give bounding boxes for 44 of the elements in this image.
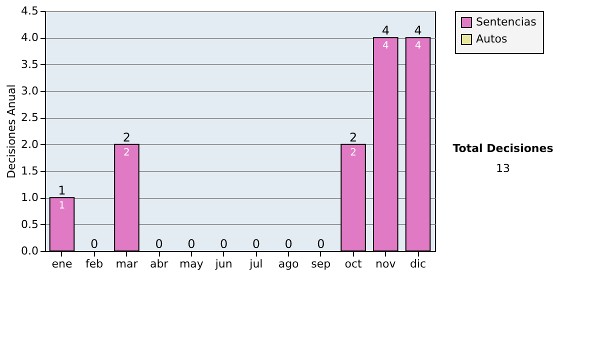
y-tick-label: 2.5	[21, 111, 38, 124]
x-tick-label: jun	[214, 258, 232, 270]
text: 13	[496, 162, 510, 175]
total-label: 0	[317, 237, 325, 251]
total-label: 2	[122, 130, 131, 144]
data-label: 1	[58, 200, 66, 212]
x-tick-label: feb	[86, 258, 104, 270]
total-label: 0	[284, 237, 292, 251]
y-tick-label: 3.5	[21, 58, 38, 71]
x-tick-label: jul	[248, 258, 263, 270]
y-tick-label: 2.0	[21, 138, 38, 151]
x-tick-label: sep	[311, 258, 331, 270]
total-label: 0	[90, 237, 98, 251]
x-tick-label: may	[179, 258, 204, 270]
x-tick-label: ene	[52, 258, 72, 270]
data-label: 2	[350, 147, 356, 158]
total-label: 1	[58, 184, 66, 198]
legend-label: Sentencias	[476, 16, 537, 28]
y-tick-label: 4.0	[21, 31, 38, 44]
text: Total Decisiones	[452, 142, 554, 155]
y-tick-label: 0.5	[21, 218, 38, 231]
x-tick-label: dic	[410, 258, 426, 270]
total-label: 0	[252, 237, 260, 251]
y-tick-label: 4.5	[21, 4, 38, 18]
total-label: 2	[349, 130, 358, 144]
data-label: 2	[124, 147, 130, 158]
total-label: 4	[414, 24, 422, 38]
total-label: 0	[188, 237, 196, 251]
y-tick-label: 0.0	[21, 244, 38, 258]
x-tick-label: abr	[150, 258, 169, 270]
x-tick-label: ago	[278, 258, 300, 270]
x-tick-label: oct	[344, 258, 363, 270]
x-tick-label: mar	[116, 258, 138, 270]
y-axis-title: Decisiones Anual	[5, 84, 18, 179]
total-label: 4	[382, 24, 390, 38]
data-label: 4	[414, 40, 422, 52]
legend-label: Autos	[476, 32, 508, 46]
x-tick-label: nov	[376, 258, 396, 270]
y-tick-label: 1.5	[21, 164, 38, 178]
data-label: 4	[382, 40, 389, 52]
y-tick-label: 3.0	[21, 84, 38, 98]
total-label: 0	[155, 237, 163, 251]
total-label: 0	[220, 237, 228, 251]
y-tick-label: 1.0	[21, 191, 38, 204]
